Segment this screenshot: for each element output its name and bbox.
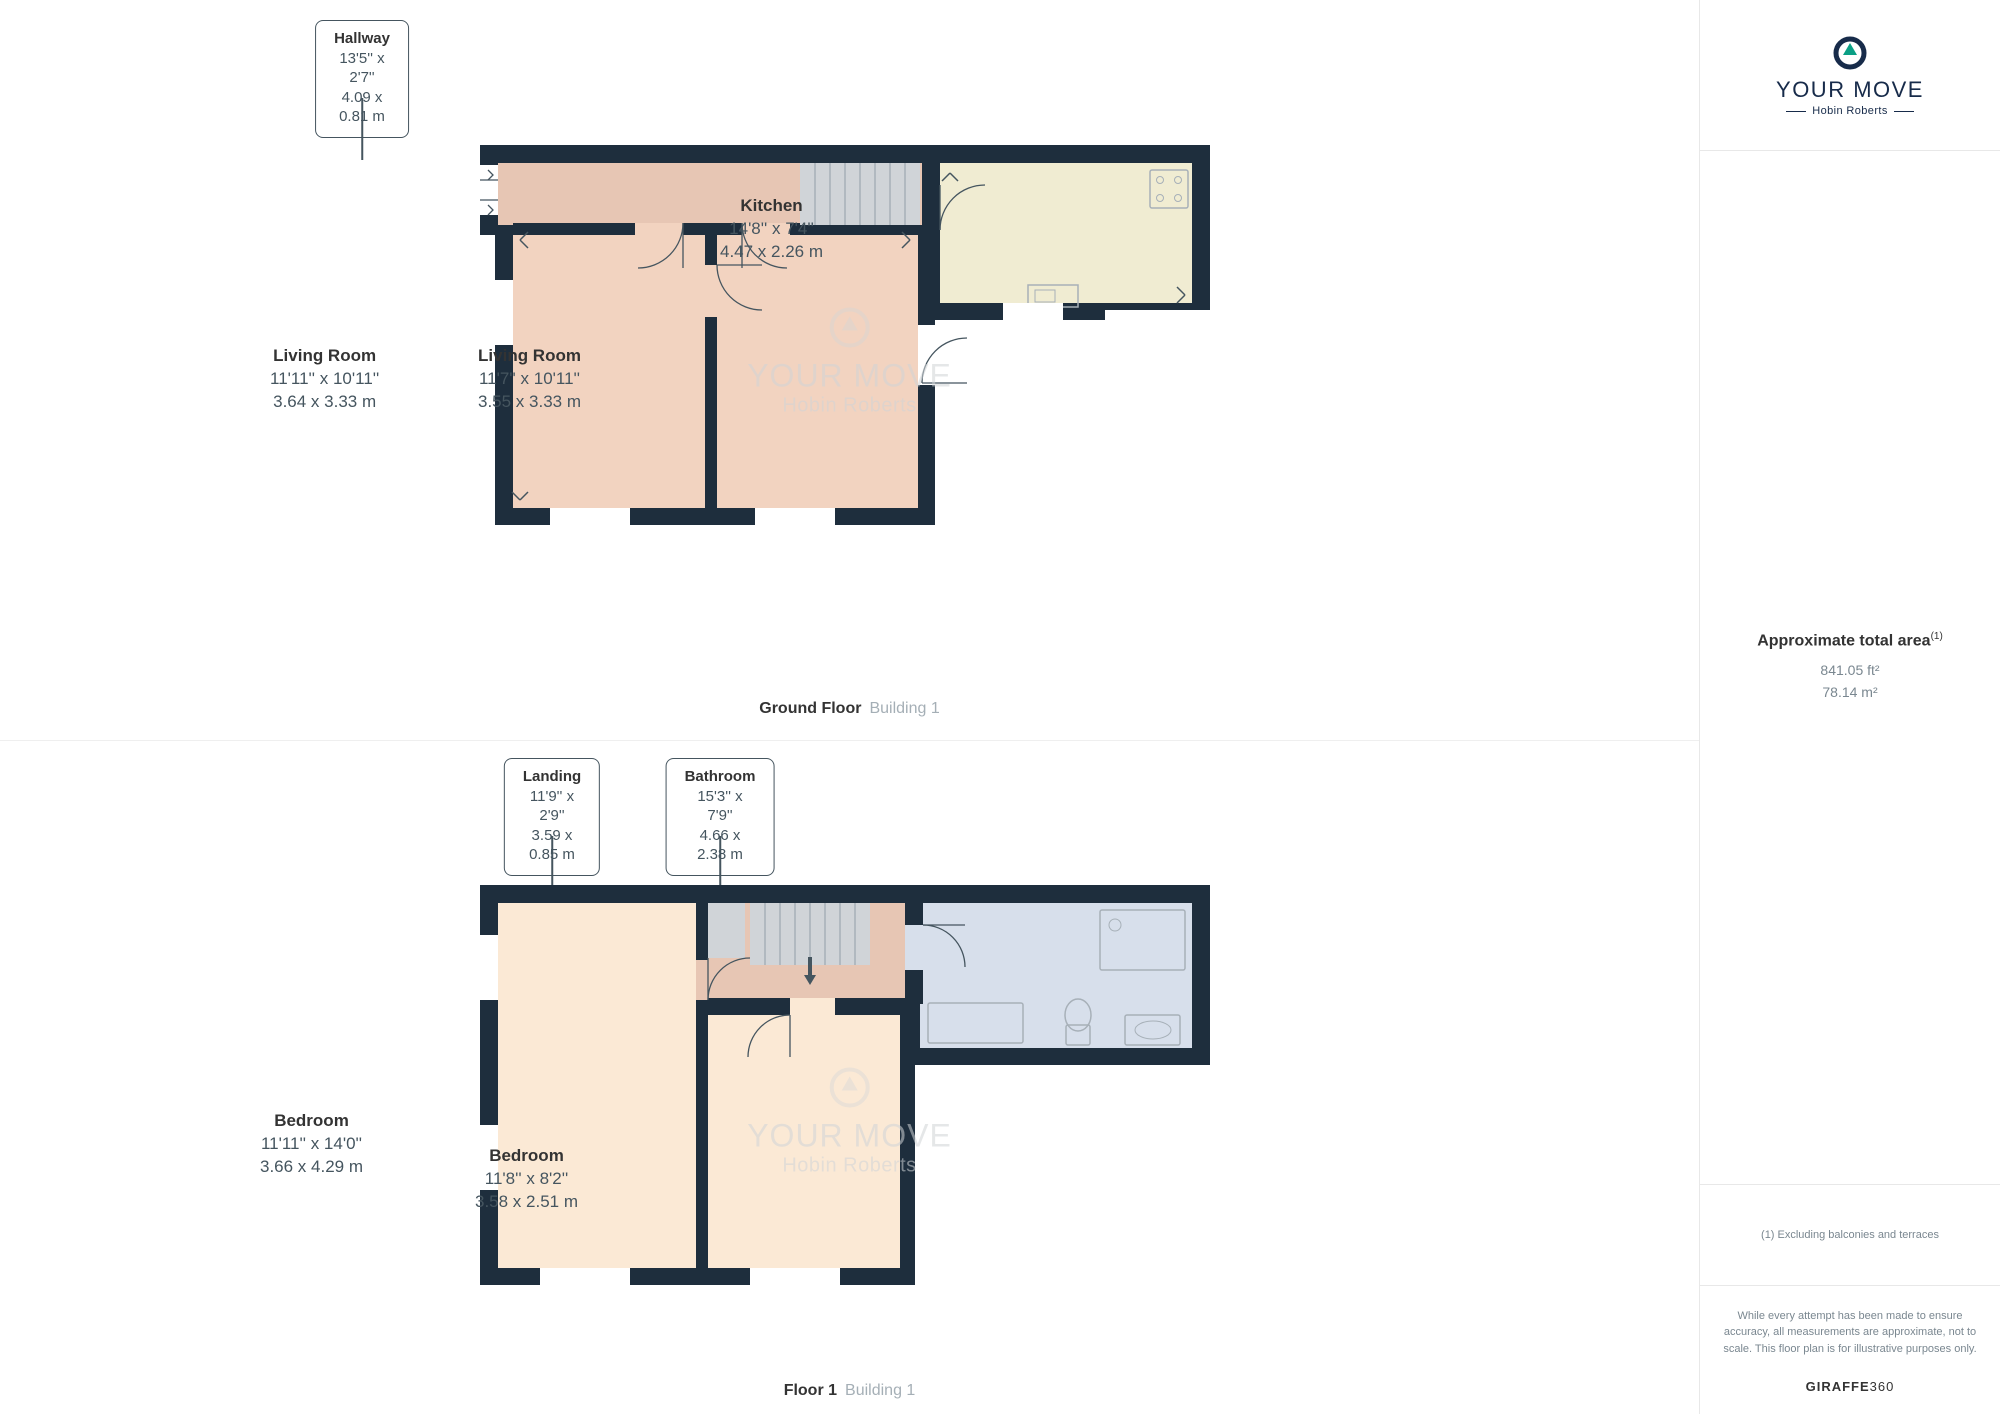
ground-floor: Hallway 13'5'' x 2'7'' 4.09 x 0.81 m [0,0,1699,740]
area-title: Approximate total area(1) [1757,631,1943,650]
logo-icon [1830,33,1870,73]
footnote-1: (1) Excluding balconies and terraces [1700,1185,2000,1286]
caption-ground: Ground FloorBuilding 1 [0,700,1699,718]
label-living1: Living Room 11'11'' x 10'11'' 3.64 x 3.3… [270,345,379,414]
callout-title: Hallway [334,29,390,49]
sidebar: YOUR MOVE Hobin Roberts Approximate tota… [1699,0,2000,1414]
callout-leader [361,98,363,160]
brand-name: YOUR MOVE [1776,77,1924,103]
disclaimer: While every attempt has been made to ens… [1700,1286,2000,1380]
label-kitchen: Kitchen 14'8'' x 7'4'' 4.47 x 2.26 m [720,195,823,264]
label-living2: Living Room 11'7'' x 10'11'' 3.55 x 3.33… [478,345,581,414]
floorplan-area: Hallway 13'5'' x 2'7'' 4.09 x 0.81 m [0,0,1699,1414]
caption-floor1: Floor 1Building 1 [0,1382,1699,1400]
label-bed1: Bedroom 11'11'' x 14'0'' 3.66 x 4.29 m [260,1110,363,1179]
giraffe360-logo: GIRAFFE360 [1700,1379,2000,1414]
first-floor: Landing 11'9'' x 2'9'' 3.59 x 0.85 m Bat… [0,740,1699,1414]
area-summary: Approximate total area(1) 841.05 ft² 78.… [1700,151,2000,1185]
callout-imperial: 13'5'' x 2'7'' [339,50,384,87]
ground-floor-plan [470,135,1230,550]
page: Hallway 13'5'' x 2'7'' 4.09 x 0.81 m [0,0,2000,1414]
brand-logo: YOUR MOVE Hobin Roberts [1700,0,2000,151]
brand-sub: Hobin Roberts [1786,105,1914,117]
label-bed2: Bedroom 11'8'' x 8'2'' 3.58 x 2.51 m [475,1145,578,1214]
area-values: 841.05 ft² 78.14 m² [1820,659,1879,704]
first-floor-plan [470,875,1230,1310]
